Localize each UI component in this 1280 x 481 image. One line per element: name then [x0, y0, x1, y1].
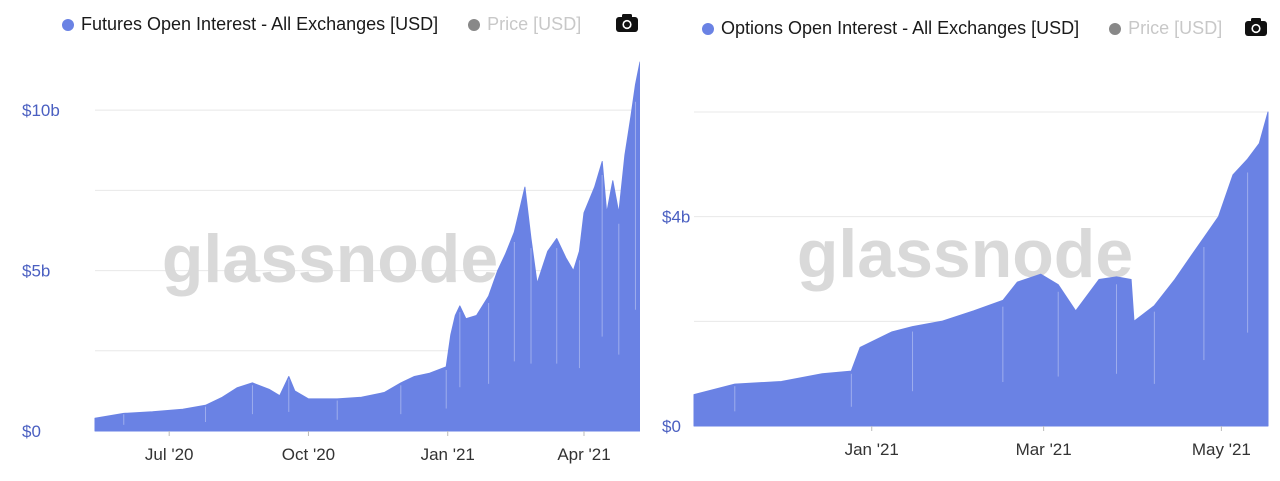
- y-tick-label: $10b: [22, 101, 60, 120]
- legend-label-price: Price [USD]: [487, 14, 582, 34]
- legend-label-futures: Futures Open Interest - All Exchanges [U…: [81, 14, 439, 34]
- x-tick-label: Jul '20: [145, 445, 194, 464]
- legend-item-futures[interactable]: Futures Open Interest - All Exchanges [U…: [62, 14, 438, 35]
- futures-legend: Futures Open Interest - All Exchanges [U…: [62, 14, 581, 35]
- x-tick-label: Mar '21: [1016, 440, 1072, 459]
- price-dot-icon: [468, 18, 481, 31]
- y-tick-label: $4b: [662, 208, 690, 227]
- y-tick-label: $0: [22, 422, 41, 441]
- x-tick-label: May '21: [1192, 440, 1251, 459]
- y-tick-label: $5b: [22, 262, 50, 281]
- legend-label-price: Price [USD]: [1128, 18, 1223, 38]
- camera-icon[interactable]: [615, 13, 639, 33]
- x-tick-label: Apr '21: [557, 445, 610, 464]
- x-tick-label: Oct '20: [282, 445, 335, 464]
- watermark-logo: glassnode: [162, 221, 498, 297]
- futures-chart-panel: glassnode $0 $5b $10b Jul '20 Oct '20 Jan '21 A…: [22, 13, 640, 464]
- x-tick-label: Jan '21: [845, 440, 899, 459]
- futures-area-series: [94, 61, 640, 432]
- legend-item-price[interactable]: Price [USD]: [1109, 18, 1222, 39]
- options-chart-panel: glassnode $0 $4b Jan '21 Mar '21 May '21 Opti…: [640, 0, 1280, 481]
- legend-item-price[interactable]: Price [USD]: [468, 14, 581, 35]
- series-dot-icon: [62, 18, 74, 31]
- options-area-series: [693, 111, 1269, 427]
- x-tick-label: Jan '21: [421, 445, 475, 464]
- watermark-logo: glassnode: [797, 216, 1133, 292]
- y-tick-label: $0: [662, 417, 681, 436]
- camera-icon[interactable]: [1244, 17, 1268, 37]
- options-legend: Options Open Interest - All Exchanges [U…: [702, 18, 1222, 39]
- legend-item-options[interactable]: Options Open Interest - All Exchanges [U…: [702, 18, 1079, 39]
- legend-label-options: Options Open Interest - All Exchanges [U…: [721, 18, 1080, 38]
- series-dot-icon: [702, 22, 714, 35]
- options-chart: glassnode $0 $4b Jan '21 Mar '21 May '21: [662, 111, 1269, 459]
- price-dot-icon: [1109, 22, 1122, 35]
- futures-chart: glassnode $0 $5b $10b Jul '20 Oct '20 Jan '21 A…: [22, 61, 640, 464]
